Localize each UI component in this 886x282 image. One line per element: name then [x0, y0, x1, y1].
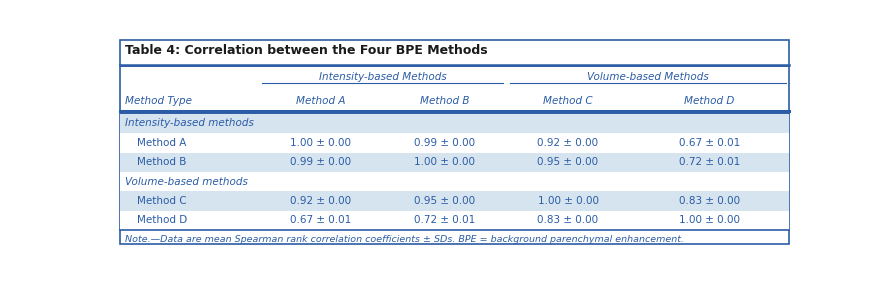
Bar: [120, 211, 789, 230]
Text: Method B: Method B: [419, 96, 469, 105]
Text: Note.—Data are mean Spearman rank correlation coefficients ± SDs. BPE = backgrou: Note.—Data are mean Spearman rank correl…: [125, 235, 683, 244]
Text: 1.00 ± 0.00: 1.00 ± 0.00: [413, 157, 474, 167]
Text: 0.83 ± 0.00: 0.83 ± 0.00: [679, 196, 739, 206]
Text: Method B: Method B: [136, 157, 186, 167]
Text: Method A: Method A: [136, 138, 186, 148]
Bar: [120, 191, 789, 211]
Bar: [120, 153, 789, 172]
Text: 0.67 ± 0.01: 0.67 ± 0.01: [678, 138, 740, 148]
Text: Volume-based methods: Volume-based methods: [125, 177, 248, 187]
Text: 0.72 ± 0.01: 0.72 ± 0.01: [678, 157, 740, 167]
Text: 0.72 ± 0.01: 0.72 ± 0.01: [413, 215, 474, 226]
Text: 0.95 ± 0.00: 0.95 ± 0.00: [413, 196, 474, 206]
Text: 0.99 ± 0.00: 0.99 ± 0.00: [290, 157, 351, 167]
Text: 1.00 ± 0.00: 1.00 ± 0.00: [679, 215, 739, 226]
Text: Method C: Method C: [542, 96, 592, 105]
Bar: [120, 133, 789, 153]
Bar: [120, 114, 789, 133]
Text: Method A: Method A: [295, 96, 345, 105]
Text: Intensity-based methods: Intensity-based methods: [125, 118, 254, 128]
Text: Volume-based Methods: Volume-based Methods: [587, 72, 708, 82]
Text: Intensity-based Methods: Intensity-based Methods: [318, 72, 446, 82]
Text: 0.92 ± 0.00: 0.92 ± 0.00: [537, 138, 598, 148]
Text: 1.00 ± 0.00: 1.00 ± 0.00: [537, 196, 598, 206]
Text: 1.00 ± 0.00: 1.00 ± 0.00: [290, 138, 351, 148]
Text: 0.95 ± 0.00: 0.95 ± 0.00: [537, 157, 598, 167]
Bar: [120, 172, 789, 191]
Text: Table 4: Correlation between the Four BPE Methods: Table 4: Correlation between the Four BP…: [125, 44, 487, 57]
Text: Method Type: Method Type: [125, 96, 192, 105]
Text: 0.99 ± 0.00: 0.99 ± 0.00: [413, 138, 474, 148]
Text: Method C: Method C: [136, 196, 186, 206]
Text: 0.92 ± 0.00: 0.92 ± 0.00: [290, 196, 351, 206]
Text: 0.83 ± 0.00: 0.83 ± 0.00: [537, 215, 598, 226]
Text: 0.67 ± 0.01: 0.67 ± 0.01: [290, 215, 351, 226]
Text: Method D: Method D: [136, 215, 187, 226]
Text: Method D: Method D: [684, 96, 734, 105]
